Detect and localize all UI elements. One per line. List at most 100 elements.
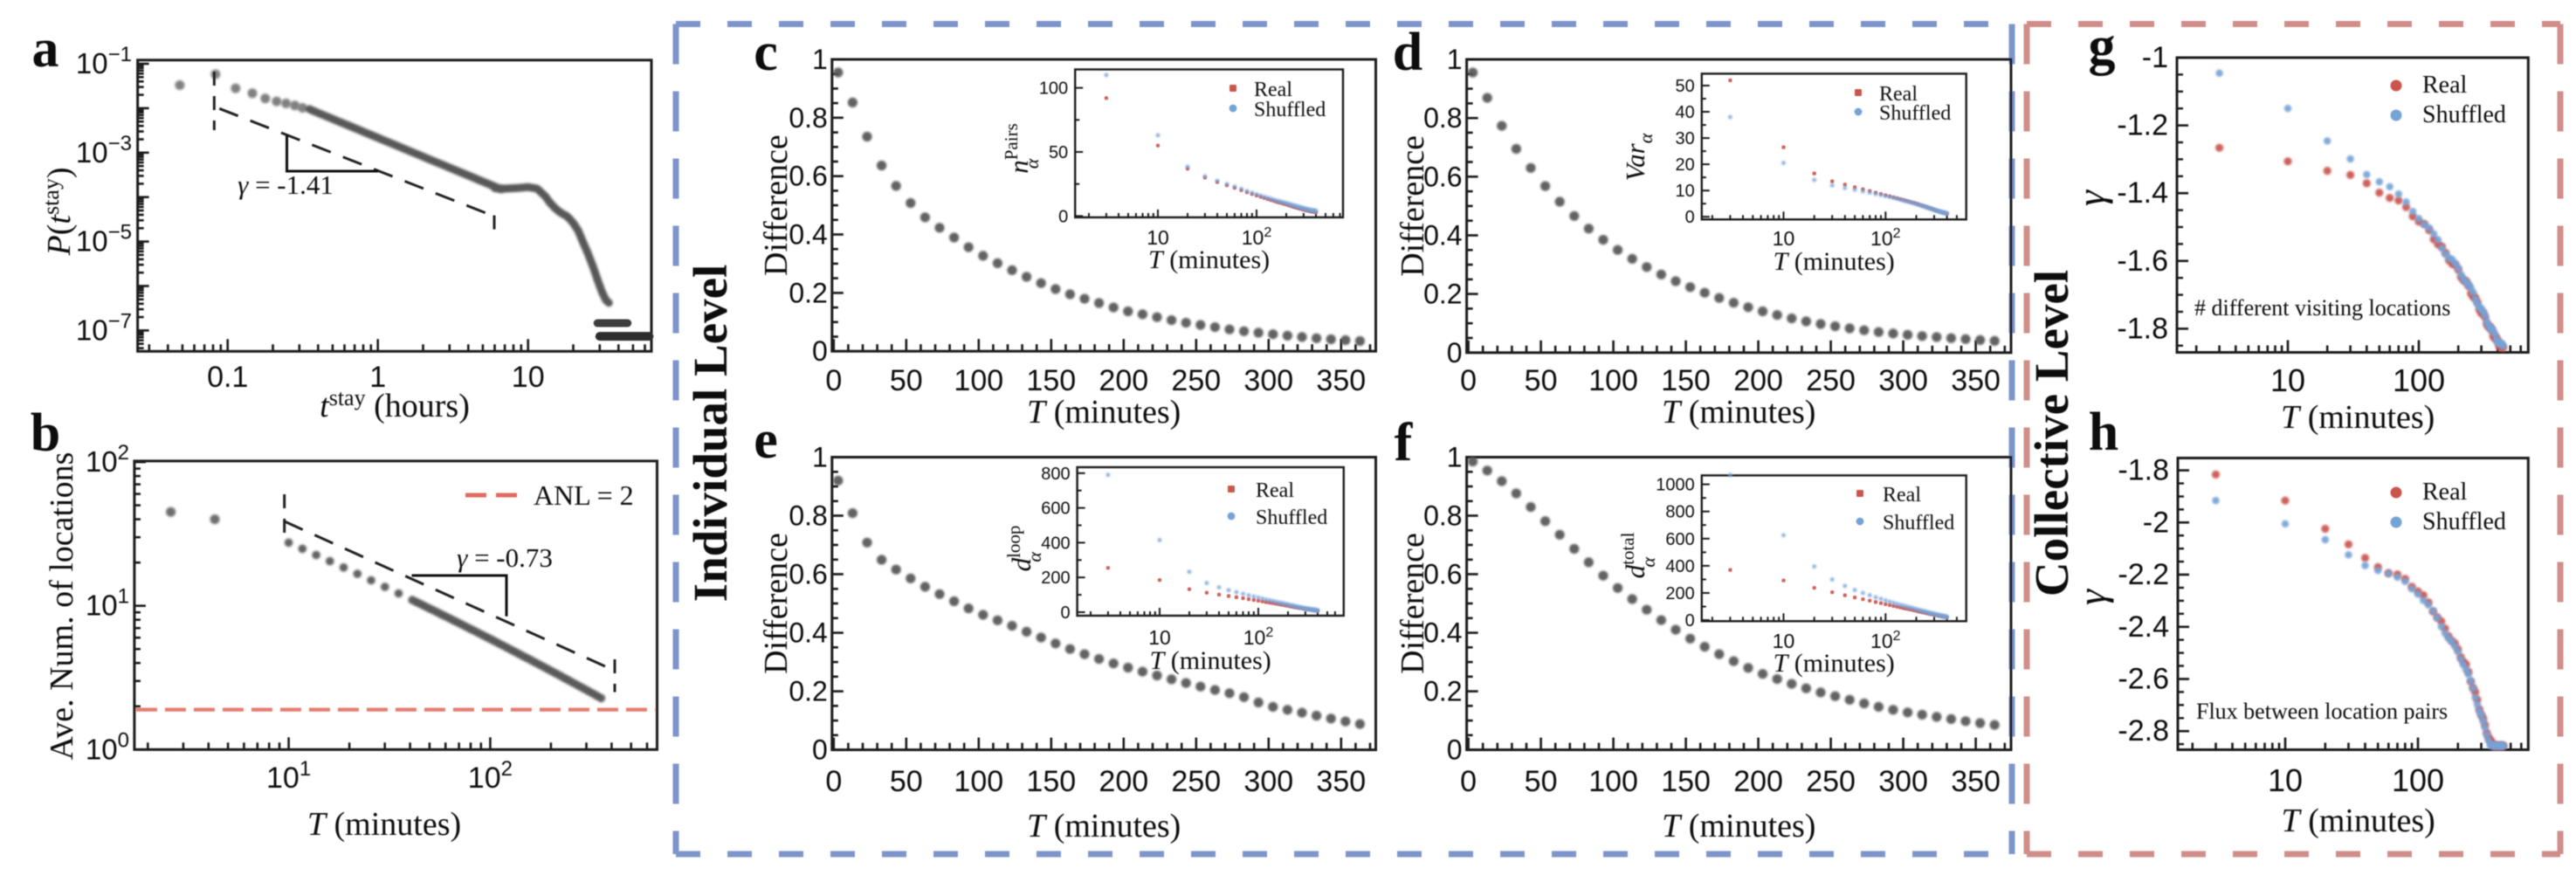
- svg-text:0: 0: [1447, 734, 1463, 766]
- svg-text:Real: Real: [1879, 83, 1918, 106]
- svg-text:30: 30: [1676, 129, 1695, 148]
- svg-text:Real: Real: [1883, 484, 1921, 507]
- svg-text:300: 300: [1878, 765, 1928, 798]
- svg-text:600: 600: [1041, 500, 1070, 519]
- svg-text:-2.2: -2.2: [2118, 558, 2169, 591]
- svg-text:200: 200: [1733, 765, 1783, 798]
- svg-text:50: 50: [1049, 143, 1068, 162]
- svg-text:Shuffled: Shuffled: [1883, 512, 1954, 534]
- svg-text:T (minutes): T (minutes): [2282, 803, 2435, 839]
- svg-text:10: 10: [1148, 626, 1171, 649]
- svg-text:350: 350: [1951, 765, 2001, 798]
- svg-text:c: c: [754, 23, 778, 82]
- svg-text:ANL = 2: ANL = 2: [534, 479, 634, 511]
- svg-text:T (minutes): T (minutes): [1662, 394, 1815, 431]
- svg-text:Collective Level: Collective Level: [2025, 270, 2078, 596]
- svg-text:100: 100: [2392, 762, 2444, 798]
- svg-text:Real: Real: [2422, 479, 2468, 506]
- svg-text:200: 200: [1099, 364, 1148, 397]
- svg-text:h: h: [2089, 403, 2118, 462]
- svg-text:0: 0: [825, 765, 842, 798]
- svg-text:0: 0: [1460, 364, 1477, 397]
- svg-text:1: 1: [812, 442, 828, 473]
- svg-text:350: 350: [1951, 364, 2001, 397]
- svg-text:0.8: 0.8: [1423, 102, 1462, 134]
- svg-text:0: 0: [1460, 765, 1477, 798]
- svg-text:0.4: 0.4: [1423, 617, 1462, 649]
- svg-text:g: g: [2089, 17, 2116, 76]
- svg-text:50: 50: [1525, 364, 1558, 397]
- svg-text:250: 250: [1806, 364, 1856, 397]
- svg-text:0.6: 0.6: [789, 559, 827, 590]
- svg-text:Individual Level: Individual Level: [684, 265, 737, 603]
- svg-text:-1.2: -1.2: [2117, 109, 2168, 142]
- svg-text:-1.8: -1.8: [2118, 454, 2169, 487]
- svg-text:Shuffled: Shuffled: [2422, 508, 2506, 535]
- svg-text:1: 1: [1447, 44, 1463, 75]
- svg-text:Varα: Varα: [1620, 133, 1656, 181]
- svg-text:10: 10: [1676, 182, 1695, 201]
- svg-text:300: 300: [1878, 364, 1928, 397]
- svg-text:0.2: 0.2: [1423, 676, 1462, 707]
- svg-text:0.4: 0.4: [789, 219, 827, 251]
- svg-text:Difference: Difference: [758, 134, 795, 276]
- svg-text:Difference: Difference: [758, 533, 795, 674]
- svg-text:Shuffled: Shuffled: [2422, 101, 2506, 128]
- svg-text:0.4: 0.4: [1423, 220, 1462, 252]
- svg-text:100: 100: [1588, 364, 1638, 397]
- svg-text:400: 400: [1665, 557, 1694, 576]
- svg-text:300: 300: [1243, 765, 1293, 798]
- svg-text:T (minutes): T (minutes): [1774, 247, 1895, 276]
- svg-text:0: 0: [812, 335, 828, 367]
- svg-text:-1.4: -1.4: [2117, 176, 2168, 210]
- svg-text:γ: γ: [2069, 189, 2113, 206]
- svg-text:0.8: 0.8: [1423, 500, 1462, 532]
- svg-text:0.6: 0.6: [1423, 161, 1462, 192]
- svg-text:100: 100: [1588, 765, 1638, 798]
- svg-text:Real: Real: [1256, 479, 1294, 502]
- svg-text:150: 150: [1661, 364, 1711, 397]
- svg-text:T (minutes): T (minutes): [307, 806, 461, 843]
- svg-text:20: 20: [1676, 155, 1695, 175]
- svg-text:Difference: Difference: [1395, 135, 1431, 277]
- svg-text:800: 800: [1041, 465, 1070, 484]
- svg-text:50: 50: [1676, 77, 1695, 96]
- svg-text:-2: -2: [2143, 506, 2169, 539]
- svg-text:150: 150: [1026, 364, 1076, 397]
- svg-text:1: 1: [1447, 442, 1463, 473]
- svg-text:150: 150: [1026, 765, 1076, 798]
- svg-text:-1: -1: [2142, 41, 2168, 74]
- svg-text:-2.8: -2.8: [2118, 714, 2169, 748]
- svg-text:250: 250: [1171, 364, 1221, 397]
- svg-text:Shuffled: Shuffled: [1254, 99, 1326, 121]
- svg-text:10: 10: [512, 361, 545, 394]
- svg-text:d: d: [1393, 23, 1422, 82]
- svg-text:T (minutes): T (minutes): [1027, 808, 1181, 844]
- svg-text:0.2: 0.2: [789, 676, 827, 707]
- svg-text:250: 250: [1171, 765, 1221, 798]
- svg-text:T (minutes): T (minutes): [1662, 808, 1815, 844]
- svg-text:200: 200: [1041, 569, 1070, 588]
- svg-text:1000: 1000: [1656, 476, 1695, 495]
- svg-text:350: 350: [1316, 364, 1366, 397]
- svg-text:250: 250: [1806, 765, 1856, 798]
- svg-text:-1.6: -1.6: [2117, 245, 2168, 278]
- svg-text:nPairsα: nPairsα: [1001, 123, 1043, 174]
- svg-text:10: 10: [1773, 227, 1795, 250]
- svg-text:e: e: [754, 410, 778, 470]
- svg-text:Shuffled: Shuffled: [1879, 102, 1951, 125]
- svg-text:f: f: [1395, 413, 1414, 472]
- svg-text:0: 0: [1058, 207, 1068, 226]
- svg-text:γ = -1.41: γ = -1.41: [238, 169, 334, 200]
- svg-text:dtotalα: dtotalα: [1617, 532, 1659, 578]
- svg-text:-1.8: -1.8: [2117, 312, 2168, 345]
- svg-text:0.2: 0.2: [789, 277, 827, 308]
- svg-text:50: 50: [1525, 765, 1558, 798]
- svg-text:γ = -0.73: γ = -0.73: [457, 542, 553, 573]
- svg-text:0.8: 0.8: [789, 102, 827, 134]
- svg-text:200: 200: [1099, 765, 1148, 798]
- svg-text:0: 0: [812, 734, 828, 766]
- svg-text:T (minutes): T (minutes): [2281, 399, 2435, 436]
- svg-text:T (minutes): T (minutes): [1148, 245, 1270, 274]
- svg-text:150: 150: [1661, 765, 1711, 798]
